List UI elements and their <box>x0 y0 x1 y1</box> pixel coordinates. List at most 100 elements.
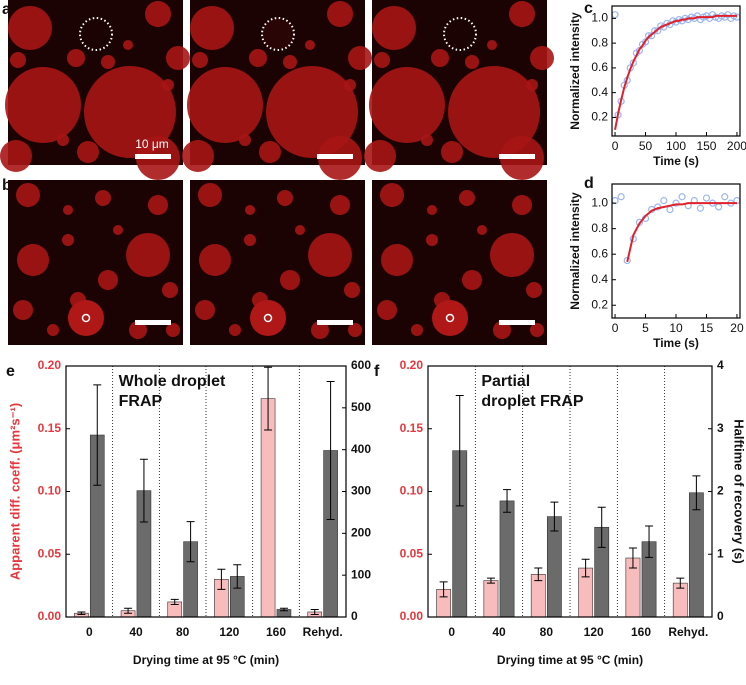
fit-line <box>626 202 737 263</box>
droplet <box>47 324 59 336</box>
y-tick-label: 0.10 <box>400 484 424 498</box>
error-bar <box>326 380 335 521</box>
annotation: droplet FRAP <box>481 393 584 410</box>
droplet <box>239 134 251 146</box>
y-tick-label: 0.20 <box>400 358 424 372</box>
y-tick-label: 0.05 <box>38 546 62 560</box>
x-tick-label: 160 <box>631 625 651 639</box>
annotation: Partial <box>481 373 530 390</box>
droplet <box>377 300 397 320</box>
y2-tick-label: 1 <box>717 546 724 560</box>
y-tick-label: 0.2 <box>591 110 608 124</box>
y2-tick-label: 200 <box>351 526 371 540</box>
frap-region <box>79 17 113 51</box>
panel-label: d <box>584 175 594 192</box>
x-tick-label: 0 <box>86 625 93 639</box>
error-bar <box>217 568 226 590</box>
x-tick-label: 0 <box>612 139 619 153</box>
droplet <box>123 40 133 50</box>
fit-line <box>614 14 737 130</box>
panel-label: a <box>2 1 11 18</box>
droplet <box>348 323 362 337</box>
x-tick-label: 10 <box>669 321 683 335</box>
y2-tick-label: 4 <box>717 358 724 372</box>
y-axis-label: Normalized intensity <box>568 12 582 130</box>
scale-bar-label: 10 μm <box>135 137 169 151</box>
y-tick-label: 0.15 <box>400 421 424 435</box>
droplet <box>344 282 360 298</box>
panel-label: c <box>584 0 593 17</box>
droplet <box>162 79 174 91</box>
panel-label: e <box>6 363 15 380</box>
y-tick-label: 0.10 <box>38 484 62 498</box>
droplet <box>295 225 305 235</box>
y2-tick-label: 500 <box>351 400 371 414</box>
x-tick-label: 100 <box>666 139 686 153</box>
x-tick-label: 0 <box>448 625 455 639</box>
droplet <box>427 205 437 215</box>
droplet <box>95 190 111 206</box>
frap-region <box>445 313 455 323</box>
droplet <box>431 49 449 67</box>
droplet <box>526 79 538 91</box>
y-tick-label: 0.4 <box>591 272 608 286</box>
droplet <box>277 190 293 206</box>
data-point <box>721 193 729 201</box>
y2-tick-label: 3 <box>717 421 724 435</box>
droplet <box>374 52 390 68</box>
x-tick-label: 20 <box>730 321 744 335</box>
micrograph <box>372 180 547 345</box>
annotation: FRAP <box>119 393 163 410</box>
x-tick-label: 150 <box>696 139 716 153</box>
y-axis-label: Apparent diff. coeff. (μm²s⁻¹) <box>7 403 22 580</box>
scale-bar <box>499 154 535 159</box>
x-tick-label: 0 <box>612 321 619 335</box>
bar <box>260 398 276 618</box>
error-bar <box>692 475 701 511</box>
error-bar <box>186 521 195 563</box>
droplet <box>327 1 353 27</box>
droplet <box>308 233 352 277</box>
frap-region <box>263 313 273 323</box>
error-bar <box>534 567 543 582</box>
droplet <box>512 195 532 215</box>
y2-tick-label: 0 <box>717 609 724 623</box>
y-tick-label: 0.00 <box>38 609 62 623</box>
droplet <box>57 134 69 146</box>
bar <box>546 516 562 618</box>
data-point <box>617 193 625 201</box>
x-tick-label: 40 <box>492 625 506 639</box>
droplet <box>369 67 445 143</box>
droplet <box>426 234 438 246</box>
droplet <box>187 67 263 143</box>
droplet <box>432 300 468 336</box>
error-bar <box>486 577 495 584</box>
error-bar <box>597 506 606 548</box>
y-tick-label: 0.15 <box>38 421 62 435</box>
x-tick-label: Rehyd. <box>303 625 343 639</box>
frap-region <box>443 17 477 51</box>
droplet <box>381 244 413 276</box>
droplet <box>493 321 511 339</box>
y-tick-label: 0.2 <box>591 297 608 311</box>
scale-bar <box>499 320 535 325</box>
droplet <box>380 183 404 207</box>
droplet <box>280 270 300 290</box>
y2-tick-label: 2 <box>717 484 724 498</box>
droplet <box>530 46 554 70</box>
y2-tick-label: 0 <box>351 609 358 623</box>
droplet <box>195 300 215 320</box>
micrograph <box>190 180 365 345</box>
droplet <box>62 234 74 246</box>
droplet <box>364 140 396 172</box>
y-tick-label: 0.8 <box>591 221 608 235</box>
x-tick-label: 80 <box>176 625 190 639</box>
y2-tick-label: 300 <box>351 484 371 498</box>
droplet <box>182 140 214 172</box>
y2-tick-label: 600 <box>351 358 371 372</box>
y-tick-label: 0.4 <box>591 85 608 99</box>
droplet <box>530 323 544 337</box>
error-bar <box>124 607 133 614</box>
droplet <box>17 244 49 276</box>
